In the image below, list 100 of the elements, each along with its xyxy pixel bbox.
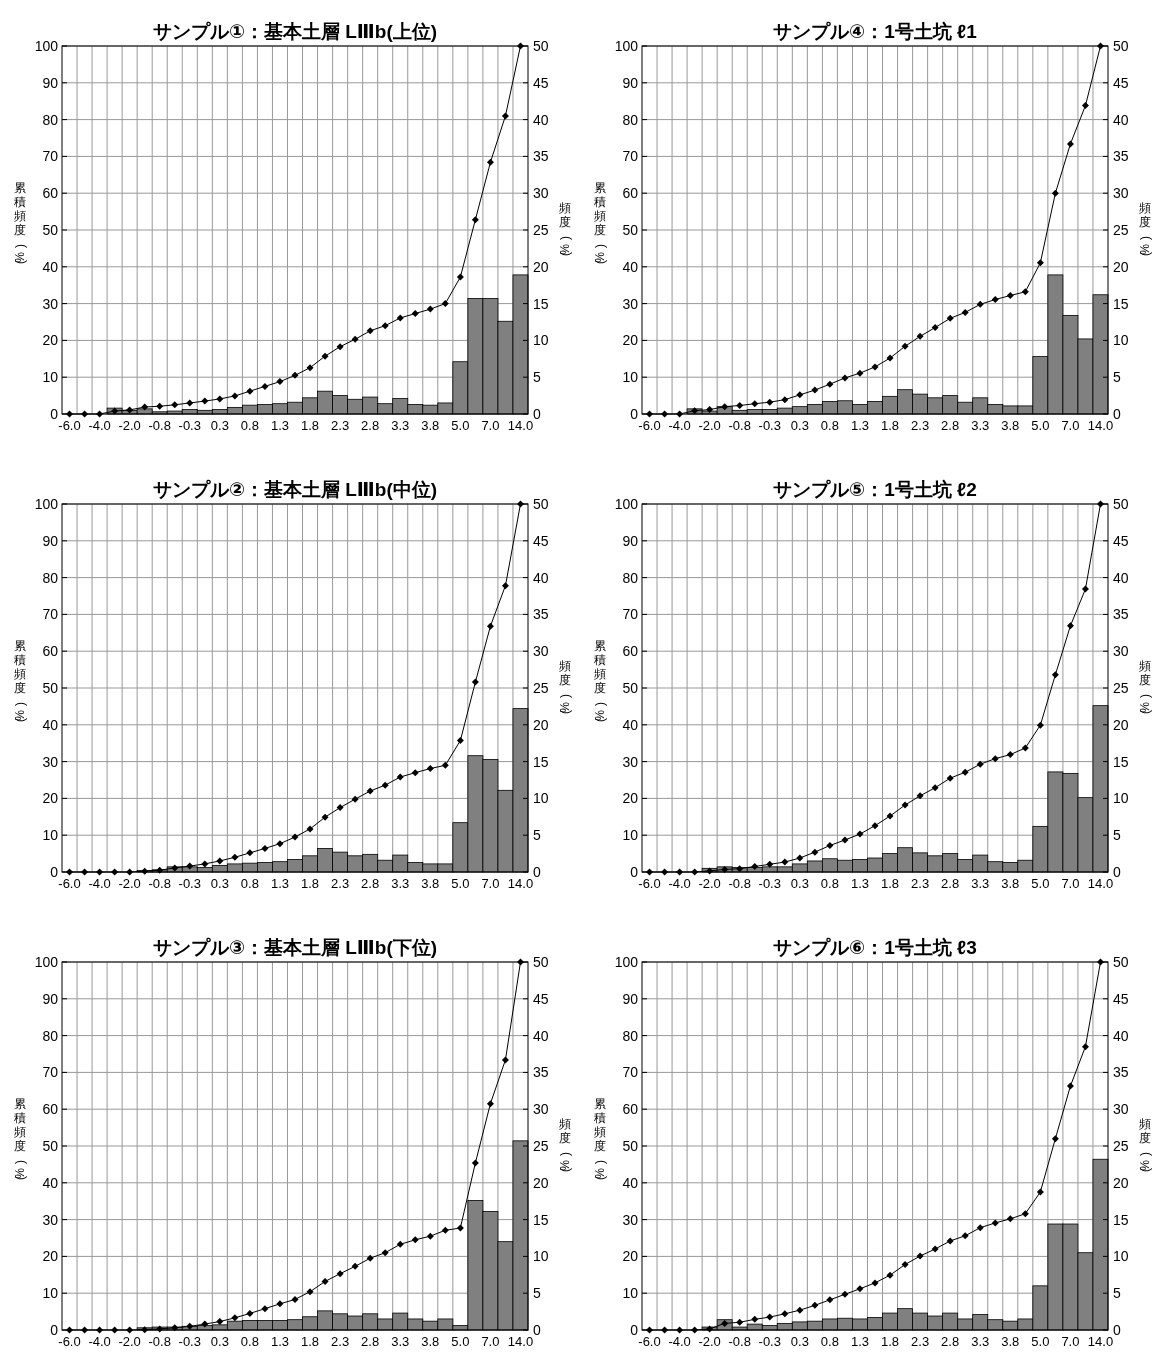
y2-tick-label: 25 [1113, 680, 1129, 696]
x-tick-label: 7.0 [481, 876, 500, 891]
y-tick-label: 10 [42, 369, 59, 386]
y-tick-label: 70 [622, 606, 639, 623]
y2-tick-label: 10 [1113, 1248, 1129, 1265]
x-tick-label: 14.0 [1087, 876, 1114, 891]
chart-title: サンプル⑥：1号土坑 ℓ3 [773, 937, 977, 958]
x-tick-label: 1.3 [850, 876, 870, 891]
y-tick-label: 0 [630, 406, 639, 422]
y2-tick-label: 45 [1113, 74, 1129, 91]
x-tick-label: -0.3 [178, 876, 201, 891]
x-tick-label: 1.3 [850, 1334, 870, 1349]
x-tick-label: -0.3 [178, 418, 201, 433]
y2-tick-label: 10 [533, 1248, 549, 1265]
y-tick-label: 80 [622, 569, 639, 586]
x-tick-label: 5.0 [451, 1334, 470, 1349]
y2-tick-label: 0 [533, 864, 541, 880]
y2-tick-label: 25 [1113, 222, 1129, 238]
y-tick-label: 30 [622, 295, 639, 312]
x-tick-label: 7.0 [1061, 876, 1080, 891]
y-tick-label: 60 [622, 643, 639, 660]
y2-tick-label: 15 [1113, 1211, 1129, 1228]
y2-tick-label: 20 [533, 716, 549, 733]
x-tick-label: 0.3 [210, 418, 229, 433]
y2-tick-label: 40 [533, 111, 549, 128]
y2-tick-label: 35 [1113, 1064, 1129, 1081]
x-tick-label: 14.0 [1087, 1334, 1114, 1349]
x-tick-label: -4.0 [88, 418, 111, 433]
y-tick-label: 50 [622, 1138, 639, 1154]
y2-tick-label: 25 [533, 222, 549, 238]
y-tick-label: 70 [622, 1064, 639, 1081]
y2-tick-label: 45 [1113, 990, 1129, 1007]
y2-tick-label: 50 [1113, 38, 1129, 54]
x-tick-label: 2.8 [361, 1334, 380, 1349]
y-tick-label: 80 [622, 1027, 639, 1044]
y-tick-label: 40 [622, 1174, 639, 1191]
x-tick-label: 0.3 [210, 1334, 229, 1349]
y2-tick-label: 0 [533, 406, 541, 422]
y2-tick-label: 40 [533, 1027, 549, 1044]
x-tick-label: -0.3 [178, 1334, 201, 1349]
y2-tick-label: 45 [533, 990, 549, 1007]
y-tick-label: 70 [42, 148, 59, 165]
y-axis-title: 累積頻度(%) [591, 1097, 609, 1180]
x-tick-label: 1.3 [850, 418, 870, 433]
y-tick-label: 100 [614, 496, 639, 512]
y-tick-label: 70 [42, 1064, 59, 1081]
y2-tick-label: 40 [1113, 111, 1129, 128]
y2-tick-label: 30 [533, 643, 549, 660]
y-tick-label: 100 [614, 954, 639, 970]
y-tick-label: 100 [34, 496, 59, 512]
y-tick-label: 90 [42, 532, 59, 549]
y2-axis-title: 頻度(%) [1136, 201, 1154, 256]
x-tick-label: 5.0 [1031, 1334, 1050, 1349]
x-tick-label: 3.8 [1001, 876, 1020, 891]
x-tick-label: 3.3 [971, 1334, 990, 1349]
y2-tick-label: 5 [1113, 1285, 1121, 1302]
y-tick-label: 50 [622, 680, 639, 696]
y2-tick-label: 0 [1113, 406, 1121, 422]
y-tick-label: 10 [622, 1285, 639, 1302]
chart-title: サンプル⑤：1号土坑 ℓ2 [773, 479, 977, 500]
y-tick-label: 30 [42, 295, 59, 312]
y-tick-label: 60 [42, 1101, 59, 1118]
y-tick-label: 20 [622, 1248, 639, 1265]
x-tick-label: 3.8 [421, 1334, 440, 1349]
y2-tick-label: 15 [533, 1211, 549, 1228]
y2-tick-label: 30 [533, 185, 549, 202]
x-tick-label: -0.3 [758, 418, 781, 433]
y-tick-label: 70 [622, 148, 639, 165]
x-tick-label: 7.0 [1061, 418, 1080, 433]
y-tick-label: 90 [622, 74, 639, 91]
y2-axis-title: 頻度(%) [1136, 1117, 1154, 1172]
y2-tick-label: 50 [1113, 954, 1129, 970]
y-tick-label: 60 [622, 185, 639, 202]
y-tick-label: 10 [42, 1285, 59, 1302]
y-tick-label: 90 [42, 74, 59, 91]
y2-tick-label: 5 [533, 1285, 541, 1302]
x-tick-label: 2.3 [331, 876, 350, 891]
y-tick-label: 0 [630, 864, 639, 880]
y-tick-label: 30 [622, 1211, 639, 1228]
chart-title: サンプル③：基本土層 LⅢb(下位) [152, 937, 438, 958]
y-tick-label: 60 [42, 643, 59, 660]
x-tick-label: 14.0 [507, 876, 534, 891]
y2-tick-label: 30 [1113, 643, 1129, 660]
x-tick-label: -4.0 [88, 1334, 111, 1349]
x-tick-label: 2.3 [911, 876, 930, 891]
y-tick-label: 80 [42, 1027, 59, 1044]
x-tick-label: -4.0 [668, 1334, 691, 1349]
x-tick-label: -6.0 [638, 418, 661, 433]
y2-tick-label: 20 [1113, 716, 1129, 733]
x-tick-label: 7.0 [481, 1334, 500, 1349]
y2-tick-label: 40 [1113, 569, 1129, 586]
y2-tick-label: 45 [1113, 532, 1129, 549]
x-tick-label: 2.8 [361, 418, 380, 433]
y2-tick-label: 15 [1113, 753, 1129, 770]
y-tick-label: 90 [622, 990, 639, 1007]
y-tick-label: 40 [42, 1174, 59, 1191]
y2-tick-label: 20 [1113, 1174, 1129, 1191]
x-tick-label: -2.0 [118, 876, 141, 891]
x-tick-label: 5.0 [1031, 876, 1050, 891]
y2-tick-label: 5 [1113, 369, 1121, 386]
